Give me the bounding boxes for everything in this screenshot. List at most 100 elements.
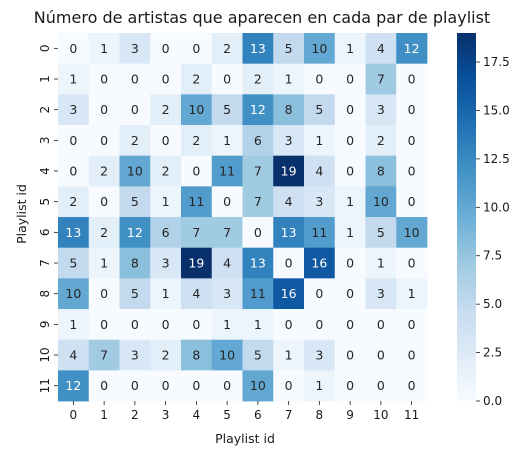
cell-value-label: 0 (346, 164, 354, 179)
heatmap-cell (334, 217, 366, 249)
cell-value-label: 1 (69, 317, 77, 332)
cell-value-label: 5 (223, 102, 231, 117)
cell-value-label: 0 (131, 72, 139, 87)
cell-value-label: 1 (223, 317, 231, 332)
heatmap-cell (88, 94, 120, 126)
heatmap-cell (150, 278, 182, 310)
heatmap-cell (181, 125, 213, 157)
heatmap-cell (150, 309, 182, 341)
cell-value-label: 10 (219, 348, 235, 363)
heatmap-cell (58, 217, 90, 249)
cell-value-label: 0 (162, 72, 170, 87)
x-tick-label: 10 (373, 408, 388, 422)
cell-value-label: 0 (377, 348, 385, 363)
heatmap-cell (150, 125, 182, 157)
heatmap-cell (211, 247, 243, 279)
cell-value-label: 13 (250, 41, 266, 56)
cell-value-label: 0 (408, 133, 416, 148)
cell-value-label: 0 (100, 194, 108, 209)
cell-value-label: 2 (100, 164, 108, 179)
cell-value-label: 1 (285, 348, 293, 363)
cell-value-label: 0 (192, 41, 200, 56)
heatmap-cell (58, 186, 90, 218)
heatmap-cell (304, 155, 336, 187)
heatmap-cell (88, 63, 120, 95)
heatmap-cell (58, 247, 90, 279)
cell-value-label: 11 (219, 164, 235, 179)
cell-value-label: 0 (408, 256, 416, 271)
heatmap-cell (304, 63, 336, 95)
heatmap-cell (334, 33, 366, 65)
cell-value-label: 5 (254, 348, 262, 363)
heatmap-cell (88, 370, 120, 402)
cell-value-label: 3 (131, 41, 139, 56)
cell-value-label: 7 (100, 348, 108, 363)
cell-value-label: 0 (223, 194, 231, 209)
cell-value-label: 0 (100, 317, 108, 332)
cell-value-label: 5 (377, 225, 385, 240)
x-axis-label: Playlist id (215, 431, 275, 446)
heatmap-cell (365, 94, 397, 126)
heatmap-cell (181, 309, 213, 341)
heatmap-cell (304, 186, 336, 218)
heatmap-cell (181, 155, 213, 187)
x-tick-label: 4 (193, 408, 201, 422)
heatmap-cell (181, 247, 213, 279)
heatmap-cell (119, 339, 151, 371)
cell-value-label: 2 (254, 72, 262, 87)
x-tick-label: 6 (254, 408, 262, 422)
cell-value-label: 0 (346, 348, 354, 363)
cell-value-label: 0 (346, 133, 354, 148)
x-tick-label: 3 (162, 408, 170, 422)
x-tick-label: 1 (100, 408, 108, 422)
cell-value-label: 0 (100, 133, 108, 148)
cell-value-label: 0 (100, 72, 108, 87)
cell-value-label: 0 (408, 72, 416, 87)
y-axis-ticks: 0 1 2 3 4 5 6 7 8 9 10 11 (38, 45, 58, 393)
cell-value-label: 0 (408, 164, 416, 179)
cell-value-label: 6 (254, 133, 262, 148)
colorbar-ticks: 0.0 2.5 5.0 7.5 10.0 12.5 15.0 17.5 (476, 55, 510, 408)
heatmap-cell (304, 217, 336, 249)
cell-value-label: 10 (250, 378, 266, 393)
colorbar-tick-label: 5.0 (483, 297, 502, 311)
cell-value-label: 10 (188, 102, 204, 117)
heatmap-cell (304, 339, 336, 371)
cell-value-label: 2 (377, 133, 385, 148)
cell-value-label: 10 (373, 194, 389, 209)
heatmap-cell (242, 339, 274, 371)
cell-value-label: 0 (69, 133, 77, 148)
cell-value-label: 12 (65, 378, 81, 393)
heatmap-cell (304, 370, 336, 402)
heatmap-cell (150, 155, 182, 187)
heatmap-cell (150, 63, 182, 95)
cell-value-label: 3 (69, 102, 77, 117)
cell-value-label: 4 (192, 286, 200, 301)
cell-value-label: 0 (100, 286, 108, 301)
heatmap-cell (211, 278, 243, 310)
cell-value-label: 3 (131, 348, 139, 363)
cell-value-label: 0 (162, 41, 170, 56)
cell-value-label: 3 (223, 286, 231, 301)
cell-value-label: 0 (346, 72, 354, 87)
cell-value-label: 2 (162, 164, 170, 179)
cell-value-label: 8 (131, 256, 139, 271)
heatmap-cell (211, 309, 243, 341)
heatmap-cell (273, 370, 305, 402)
heatmap-cell (242, 186, 274, 218)
heatmap-cell (211, 125, 243, 157)
cell-value-label: 0 (162, 378, 170, 393)
heatmap-cell (396, 339, 428, 371)
heatmap-cell (58, 155, 90, 187)
heatmap-cell (365, 125, 397, 157)
cell-value-label: 11 (311, 225, 327, 240)
cell-value-label: 3 (315, 348, 323, 363)
heatmap-cell (334, 339, 366, 371)
heatmap-cell (304, 278, 336, 310)
cell-value-label: 3 (285, 133, 293, 148)
cell-value-label: 10 (65, 286, 81, 301)
heatmap-cell (304, 247, 336, 279)
y-tick-label: 0 (38, 45, 52, 53)
cell-value-label: 1 (346, 194, 354, 209)
cell-value-label: 0 (408, 378, 416, 393)
